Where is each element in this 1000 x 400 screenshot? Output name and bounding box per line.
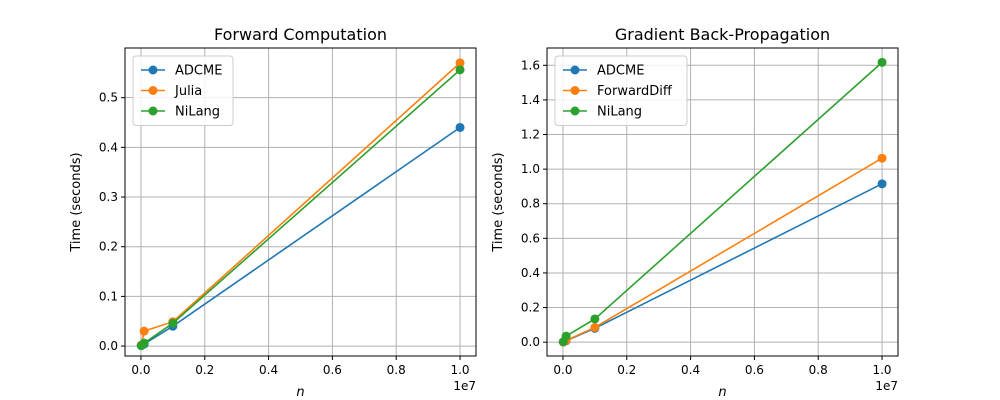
legend bbox=[132, 55, 234, 126]
legend-entry: NiLang bbox=[597, 105, 642, 120]
legend bbox=[554, 55, 688, 126]
x-tick-label: 0.6 bbox=[745, 363, 764, 377]
plot-frame bbox=[124, 47, 477, 357]
legend-entry: Julia bbox=[174, 84, 202, 99]
legend-marker bbox=[570, 86, 580, 95]
x-multiplier-label: 1e7 bbox=[453, 379, 476, 393]
y-tick-label: 0.5 bbox=[99, 91, 118, 105]
x-multiplier-label: 1e7 bbox=[875, 379, 898, 393]
y-tick-label: 0.2 bbox=[521, 301, 540, 315]
y-tick-label: 1.6 bbox=[521, 58, 540, 72]
x-tick-label: 0.2 bbox=[617, 363, 636, 377]
y-axis-label: Time (seconds) bbox=[491, 152, 506, 252]
data-point bbox=[455, 65, 465, 75]
legend-marker bbox=[570, 65, 580, 75]
y-tick-label: 0.4 bbox=[521, 266, 540, 280]
y-tick-label: 0.0 bbox=[99, 339, 118, 353]
chart-title: Forward Computation bbox=[214, 25, 387, 44]
chart-gradient-back-propagation: 0.0 0.2 0.4 0.6 0.8 1.0 0.0 0.2 0.4 0.6 0.8 1.0 1.2 1… bbox=[491, 25, 899, 400]
x-tick-label: 0.8 bbox=[809, 363, 828, 377]
data-point bbox=[877, 57, 887, 67]
legend-marker bbox=[148, 86, 158, 95]
x-axis-label: n bbox=[718, 385, 726, 400]
x-tick-label: 0.6 bbox=[323, 363, 342, 377]
data-point bbox=[168, 318, 178, 328]
y-tick-label: 1.4 bbox=[521, 93, 540, 107]
series-line-julia bbox=[140, 62, 461, 346]
data-point bbox=[455, 58, 465, 68]
chart-title: Gradient Back-Propagation bbox=[615, 25, 830, 44]
y-tick-label: 0.8 bbox=[521, 197, 540, 211]
x-tick-label: 0.2 bbox=[195, 363, 214, 377]
legend-marker bbox=[148, 106, 158, 116]
data-point bbox=[139, 326, 149, 336]
legend-marker bbox=[148, 65, 158, 75]
x-tick-label: 0.0 bbox=[131, 363, 150, 377]
legend-entry: ADCME bbox=[175, 64, 222, 79]
y-tick-label: 1.0 bbox=[521, 162, 540, 176]
plot-frame bbox=[546, 47, 899, 357]
y-tick-label: 1.2 bbox=[521, 128, 540, 142]
data-point bbox=[590, 314, 600, 324]
legend-entry: ADCME bbox=[597, 64, 644, 79]
data-point bbox=[877, 179, 887, 189]
chart-forward-computation: 0.0 0.2 0.4 0.6 0.8 1.0 0.0 0.1 0.2 0.3 0.4 0.5 1e7 F… bbox=[69, 25, 477, 400]
x-tick-label: 0.4 bbox=[259, 363, 278, 377]
y-tick-label: 0.2 bbox=[99, 240, 118, 254]
y-tick-label: 0.3 bbox=[99, 190, 118, 204]
y-tick-label: 0.6 bbox=[521, 231, 540, 245]
series-line-forwarddiff bbox=[562, 157, 883, 343]
series-line-adcme bbox=[140, 126, 461, 347]
y-tick-label: 0.1 bbox=[99, 289, 118, 303]
data-point bbox=[139, 338, 149, 348]
legend-entry: NiLang bbox=[175, 105, 220, 120]
x-tick-label: 0.4 bbox=[681, 363, 700, 377]
data-point bbox=[590, 322, 600, 332]
legend-entry: ForwardDiff bbox=[597, 84, 673, 99]
legend-marker bbox=[570, 106, 580, 116]
y-tick-label: 0.4 bbox=[99, 140, 118, 154]
x-tick-label: 0.8 bbox=[387, 363, 406, 377]
x-tick-label: 1.0 bbox=[450, 363, 469, 377]
y-axis-label: Time (seconds) bbox=[69, 152, 84, 252]
x-tick-label: 0.0 bbox=[553, 363, 572, 377]
data-point bbox=[455, 122, 465, 132]
x-tick-label: 1.0 bbox=[872, 363, 891, 377]
data-point bbox=[561, 331, 571, 341]
data-point bbox=[877, 153, 887, 163]
y-tick-label: 0.0 bbox=[521, 335, 540, 349]
x-axis-label: n bbox=[296, 385, 304, 400]
